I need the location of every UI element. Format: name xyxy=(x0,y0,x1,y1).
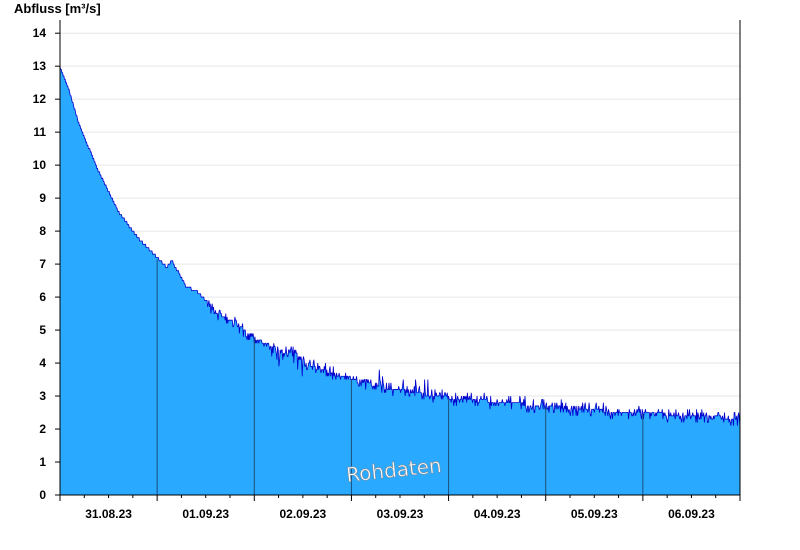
y-tick-label-1: 1 xyxy=(39,455,46,469)
y-tick-label-12: 12 xyxy=(33,92,47,106)
x-tick-label-4: 04.09.23 xyxy=(474,507,521,521)
y-tick-label-2: 2 xyxy=(39,422,46,436)
y-tick-label-14: 14 xyxy=(33,26,47,40)
y-tick-label-9: 9 xyxy=(39,191,46,205)
y-tick-label-11: 11 xyxy=(33,125,46,139)
day-divider-layer xyxy=(156,259,644,495)
x-tick-label-5: 05.09.23 xyxy=(571,507,618,521)
y-tick-label-10: 10 xyxy=(33,158,47,172)
discharge-area xyxy=(60,66,740,496)
y-tick-label-5: 5 xyxy=(39,323,46,337)
grid-layer xyxy=(60,32,740,463)
x-tick-label-1: 01.09.23 xyxy=(182,507,229,521)
y-tick-label-6: 6 xyxy=(39,290,46,304)
y-tick-label-3: 3 xyxy=(39,389,46,403)
y-tick-label-13: 13 xyxy=(33,59,47,73)
y-tick-label-7: 7 xyxy=(39,257,46,271)
x-tick-label-3: 03.09.23 xyxy=(377,507,424,521)
x-tick-label-2: 02.09.23 xyxy=(279,507,326,521)
y-axis-label: Abfluss [m³/s] xyxy=(14,1,101,16)
x-tick-label-0: 31.08.23 xyxy=(85,507,132,521)
x-tick-label-6: 06.09.23 xyxy=(668,507,715,521)
x-tick-layer: 31.08.23 01.09.23 02.09.23 03.09.23 04.09.23… xyxy=(59,495,741,521)
y-tick-label-0: 0 xyxy=(39,488,46,502)
area-layer xyxy=(59,66,741,496)
y-tick-label-8: 8 xyxy=(39,224,46,238)
y-tick-label-4: 4 xyxy=(39,356,46,370)
discharge-line xyxy=(59,66,741,426)
